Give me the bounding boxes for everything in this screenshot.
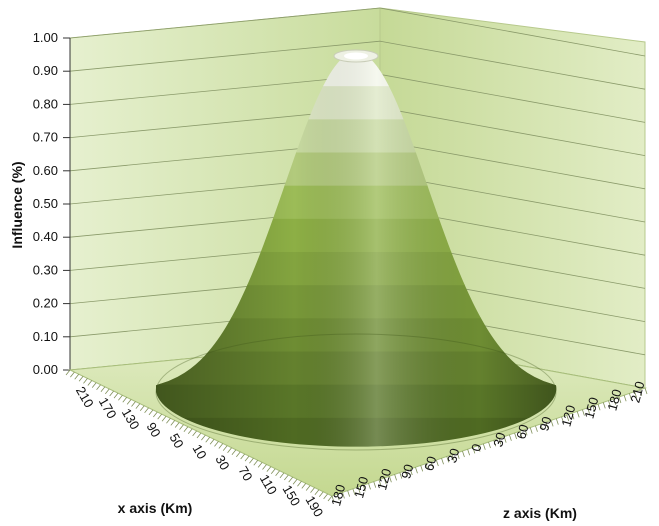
z-tick-label: 30 — [490, 431, 508, 449]
x-tick-label: 210 — [73, 384, 97, 410]
y-tick-label: 0.20 — [33, 296, 58, 311]
z-tick-label: 150 — [581, 395, 601, 420]
y-tick-label: 0.90 — [33, 63, 58, 78]
y-tick-label: 0.00 — [33, 362, 58, 377]
y-tick-label: 0.50 — [33, 196, 58, 211]
y-axis-title: Influence (%) — [9, 161, 25, 248]
surface-peak-opening — [344, 52, 368, 60]
z-tick-label: 180 — [604, 388, 624, 413]
y-tick-label: 0.10 — [33, 329, 58, 344]
x-tick-label: 150 — [280, 482, 304, 508]
x-tick-label: 10 — [189, 442, 209, 462]
z-tick-label: 30 — [444, 447, 462, 465]
y-tick-label: 0.40 — [33, 229, 58, 244]
x-axis-title: x axis (Km) — [118, 500, 193, 516]
floor-tick-marks — [65, 369, 648, 503]
x-tick-label: 30 — [212, 453, 232, 473]
z-tick-label: 120 — [558, 403, 578, 428]
z-tick-label: 120 — [374, 467, 394, 492]
gridline — [63, 7, 646, 57]
y-tick-label: 0.70 — [33, 130, 58, 145]
z-tick-label: 0 — [468, 442, 484, 453]
x-tick-label: 170 — [96, 395, 120, 421]
z-tick-label: 150 — [351, 475, 371, 500]
surface-base-rim — [155, 333, 557, 451]
gridline — [63, 40, 646, 90]
z-tick-label: 60 — [421, 455, 439, 473]
x-tick-label: 70 — [235, 463, 255, 483]
y-tick-labels: 0.00 0.10 0.20 0.30 0.40 0.50 0.60 0.70 0.80 0.90… — [33, 30, 58, 377]
z-tick-label: 210 — [627, 380, 647, 405]
y-tick-label: 0.30 — [33, 262, 58, 277]
x-tick-label: 110 — [257, 472, 280, 497]
y-tick-label: 0.60 — [33, 163, 58, 178]
z-tick-label: 180 — [328, 483, 348, 508]
z-axis-title: z axis (Km) — [503, 505, 577, 521]
x-tick-label: 90 — [144, 420, 164, 440]
x-tick-label: 50 — [167, 431, 187, 451]
y-tick-label: 1.00 — [33, 30, 58, 45]
y-tick-label: 0.80 — [33, 96, 58, 111]
z-tick-label: 90 — [398, 462, 416, 480]
z-tick-label: 90 — [536, 415, 554, 433]
x-tick-label: 190 — [302, 493, 326, 519]
x-tick-label: 130 — [119, 406, 143, 432]
z-tick-labels: 180 150 120 90 60 30 0 30 60 90 120 150 180 210 — [328, 380, 647, 508]
z-tick-label: 60 — [513, 423, 531, 441]
